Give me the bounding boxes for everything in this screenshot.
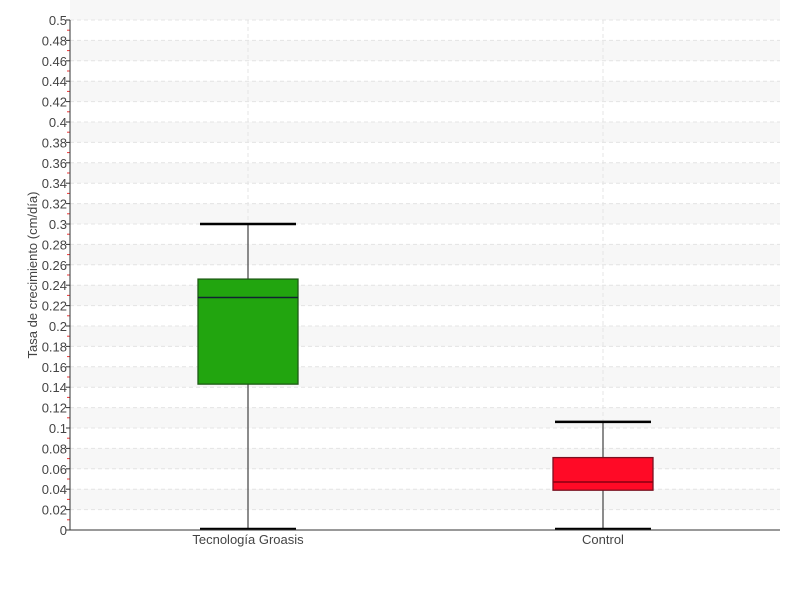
- x-axis: Tecnología Groasis Control: [70, 529, 780, 547]
- y-tick-label: 0.36: [42, 156, 67, 171]
- gridlines: [70, 19, 780, 530]
- box-iqr: [197, 278, 299, 385]
- y-axis: 0 0.02 0.04 0.06 0.08 0.1 0.12 0.14 0.16 0.18 0.2 0…: [42, 13, 71, 538]
- y-tick-label: 0.3: [49, 217, 67, 232]
- grid-band: [70, 244, 780, 265]
- y-tick-label: 0.5: [49, 13, 67, 28]
- y-tick-label: 0.24: [42, 278, 67, 293]
- y-tick-label: 0.32: [42, 197, 67, 212]
- y-tick-label: 0.08: [42, 441, 67, 456]
- y-tick-label: 0.28: [42, 237, 67, 252]
- grid-band: [70, 122, 780, 143]
- grid-bands: [70, 0, 780, 510]
- grid-band: [70, 0, 780, 20]
- y-tick-label: 0.38: [42, 135, 67, 150]
- y-tick-label: 0.26: [42, 258, 67, 273]
- y-tick-label: 0.34: [42, 176, 67, 191]
- y-tick-label: 0.06: [42, 462, 67, 477]
- grid-band: [70, 40, 780, 61]
- grid-band: [70, 285, 780, 306]
- boxes: [197, 222, 654, 531]
- y-tick-label: 0.44: [42, 74, 67, 89]
- y-tick-label: 0.16: [42, 360, 67, 375]
- y-tick-label: 0.18: [42, 339, 67, 354]
- x-tick-label: Tecnología Groasis: [192, 532, 304, 547]
- y-tick-label: 0.42: [42, 95, 67, 110]
- grid-band: [70, 489, 780, 510]
- y-tick-label: 0.2: [49, 319, 67, 334]
- y-tick-label: 0: [60, 523, 67, 538]
- box-control: [552, 420, 654, 531]
- grid-band: [70, 81, 780, 102]
- grid-band: [70, 162, 780, 184]
- y-tick-label: 0.02: [42, 503, 67, 518]
- grid-band: [70, 203, 780, 224]
- y-tick-label: 0.4: [49, 115, 67, 130]
- y-axis-label: Tasa de crecimiento (cm/día): [25, 192, 40, 359]
- grid-band: [70, 448, 780, 469]
- y-tick-label: 0.48: [42, 33, 67, 48]
- y-tick-label: 0.14: [42, 380, 67, 395]
- x-tick-label: Control: [582, 532, 624, 547]
- box-tecnologia-groasis: [197, 222, 299, 531]
- y-tick-label: 0.1: [49, 421, 67, 436]
- box-iqr: [552, 456, 654, 491]
- y-tick-label: 0.04: [42, 482, 67, 497]
- grid-band: [70, 366, 780, 388]
- y-tick-label: 0.22: [42, 299, 67, 314]
- grid-band: [70, 407, 780, 428]
- y-tick-label: 0.12: [42, 401, 67, 416]
- grid-band: [70, 326, 780, 347]
- y-tick-label: 0.46: [42, 54, 67, 69]
